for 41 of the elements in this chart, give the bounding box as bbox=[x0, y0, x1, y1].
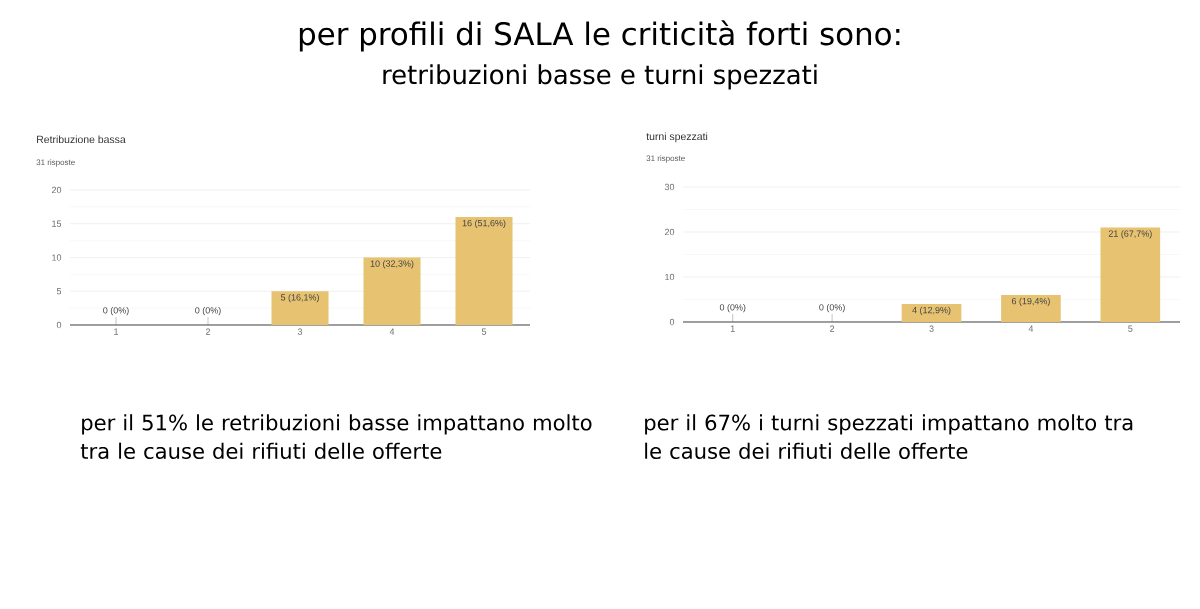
chart-title: turni spezzati bbox=[646, 132, 708, 143]
chart-title: Retribuzione bassa bbox=[37, 135, 126, 144]
x-tick-label: 2 bbox=[205, 328, 211, 335]
text: retribuzioni basse e turni spezzati bbox=[383, 64, 817, 90]
x-tick-label: 5 bbox=[1128, 325, 1133, 332]
y-tick-label: 10 bbox=[665, 273, 675, 281]
text: per profili di SALA le criticità forti sono: bbox=[299, 20, 900, 52]
text: per il 51% le retribuzioni basse impattano molto tra le cause dei rifiuti delle offerte bbox=[80, 414, 592, 460]
y-tick-label: 5 bbox=[56, 288, 62, 295]
bar bbox=[271, 291, 329, 325]
data-label: 16 (51,6%) bbox=[462, 219, 506, 229]
data-label: 6 (19,4%) bbox=[1011, 297, 1050, 307]
data-label: 10 (32,3%) bbox=[370, 260, 414, 269]
data-label: 4 (12,9%) bbox=[912, 306, 951, 316]
data-label: 0 (0%) bbox=[103, 306, 129, 316]
y-tick-label: 10 bbox=[52, 254, 62, 261]
data-label: 0 (0%) bbox=[195, 306, 221, 316]
bar bbox=[363, 257, 421, 325]
data-label: 21 (67,7%) bbox=[1108, 230, 1152, 239]
x-tick-label: 5 bbox=[481, 328, 487, 335]
y-tick-label: 0 bbox=[669, 318, 675, 326]
x-tick-label: 2 bbox=[830, 325, 835, 332]
x-tick-label: 1 bbox=[114, 328, 119, 335]
data-label: 5 (16,1%) bbox=[280, 293, 319, 303]
data-label: 0 (0%) bbox=[719, 303, 746, 313]
y-tick-label: 20 bbox=[664, 228, 675, 236]
bar bbox=[901, 303, 962, 322]
text: per il 67% i turni spezzati impattano molto tra le cause dei rifiuti delle offerte bbox=[645, 414, 1133, 460]
bar bbox=[1100, 227, 1161, 322]
data-label: 0 (0%) bbox=[819, 303, 845, 313]
x-tick-label: 3 bbox=[297, 328, 303, 335]
y-tick-label: 15 bbox=[52, 220, 62, 227]
x-tick-label: 1 bbox=[730, 325, 735, 332]
x-tick-label: 3 bbox=[929, 325, 934, 332]
y-tick-label: 30 bbox=[664, 183, 675, 191]
x-tick-label: 4 bbox=[1028, 325, 1034, 332]
x-tick-label: 4 bbox=[389, 328, 395, 335]
y-tick-label: 0 bbox=[56, 321, 62, 329]
bar bbox=[455, 216, 513, 325]
bar bbox=[1001, 294, 1061, 322]
y-tick-label: 20 bbox=[51, 186, 62, 194]
